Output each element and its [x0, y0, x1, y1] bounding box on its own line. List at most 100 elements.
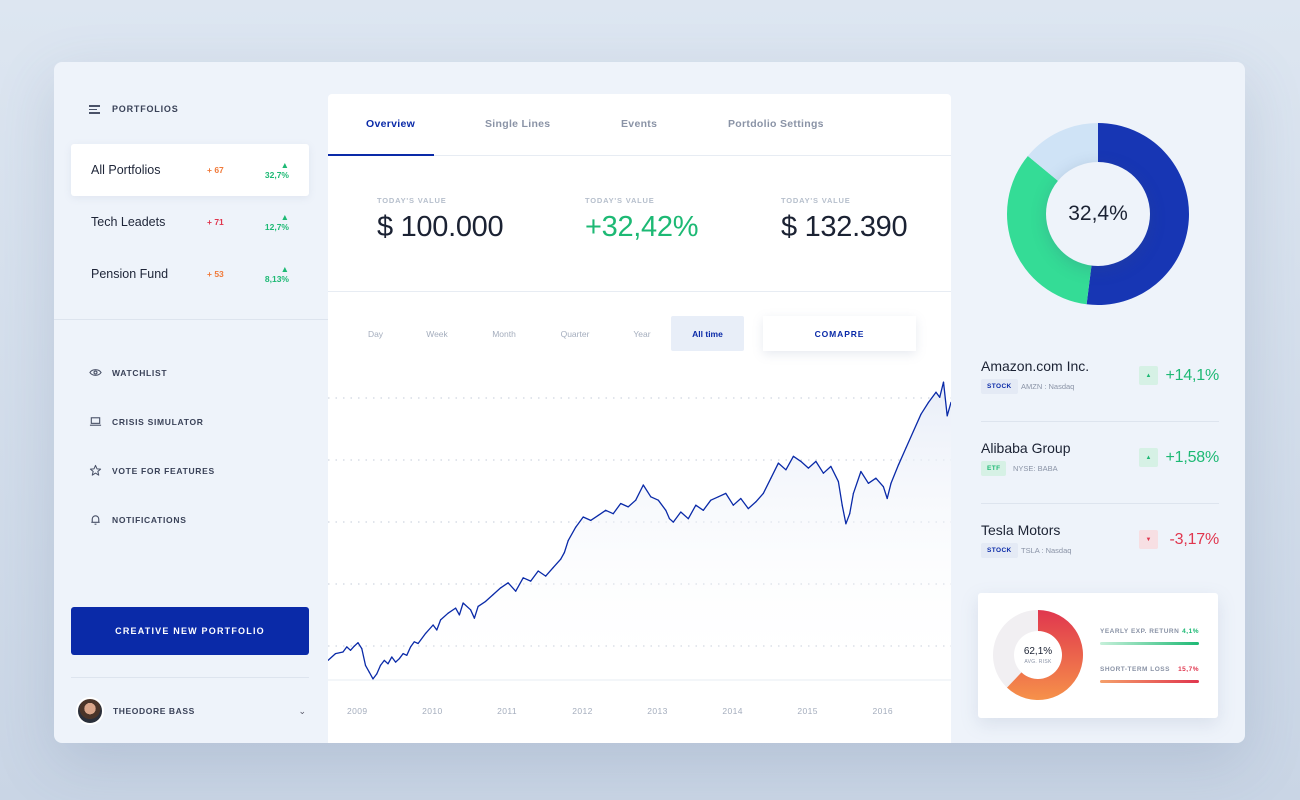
chart-point [334, 653, 337, 655]
portfolio-count: + 71 [207, 217, 224, 227]
stat-value: $ 132.390 [781, 211, 908, 243]
tab-overview[interactable]: Overview [366, 118, 416, 130]
stock-change: +1,58% [1165, 449, 1219, 466]
chart-point [530, 580, 532, 582]
stock-row-alibaba[interactable]: Alibaba Group ETF NYSE: BABA ▲ +1,58% [981, 422, 1219, 504]
chart-point [792, 455, 794, 457]
stat-caption: TODAY'S VALUE [377, 196, 447, 205]
nav-item-crisis-simulator[interactable]: CRISIS SIMULATOR [89, 397, 215, 446]
stock-exchange: NYSE: BABA [1013, 464, 1058, 473]
risk-center: 62,1% AVG. RISK [1016, 633, 1060, 677]
chart-point [342, 651, 344, 653]
chart-point [695, 504, 697, 506]
app-window: PORTFOLIOS All Portfolios + 67 ▲ 32,7% T… [54, 62, 1245, 743]
chart-point [882, 486, 885, 488]
range-all-time[interactable]: All time [671, 316, 744, 351]
chart-point [668, 518, 671, 520]
tab-bar: Overview Single Lines Events Portdolio S… [328, 94, 951, 156]
chart-point [702, 509, 704, 511]
stock-name: Amazon.com Inc. [981, 358, 1090, 374]
metric-name: YEARLY EXP. RETURN [1100, 628, 1180, 635]
metric-value: 4,1% [1182, 628, 1199, 635]
stock-exchange: TSLA : Nasdaq [1021, 546, 1072, 555]
tab-portfolio-settings[interactable]: Portdolio Settings [728, 118, 824, 130]
sidebar-title: PORTFOLIOS [112, 104, 179, 114]
tab-events[interactable]: Events [621, 118, 658, 130]
metric-yearly-return: YEARLY EXP. RETURN 4,1% [1100, 628, 1199, 645]
nav-label: NOTIFICATIONS [112, 514, 187, 525]
x-tick-label: 2015 [797, 706, 818, 716]
nav-item-notifications[interactable]: NOTIFICATIONS [89, 495, 215, 544]
chart-point [890, 482, 892, 484]
x-tick-label: 2016 [872, 706, 893, 716]
sidebar-header: PORTFOLIOS [89, 104, 179, 114]
portfolio-pct: ▲ 12,7% [264, 212, 289, 232]
stock-row-tesla[interactable]: Tesla Motors STOCK TSLA : Nasdaq ▼ -3,17… [981, 504, 1219, 586]
chart-point [897, 464, 900, 466]
metric-bar [1100, 680, 1199, 683]
chart-point [417, 642, 419, 645]
chart-point [942, 381, 945, 383]
up-arrow-icon: ▲ [1139, 366, 1158, 385]
donut-center-label: 32,4% [1046, 162, 1150, 266]
portfolio-item-pension[interactable]: Pension Fund + 53 ▲ 8,13% [71, 248, 309, 300]
portfolio-item-tech[interactable]: Tech Leadets + 71 ▲ 12,7% [71, 196, 309, 248]
chart-point [605, 509, 607, 511]
stock-change: +14,1% [1165, 367, 1219, 384]
nav-label: CRISIS SIMULATOR [112, 416, 204, 427]
chart-point [852, 492, 855, 494]
chart-point [458, 614, 460, 616]
chart-point [462, 602, 464, 604]
chart-point [567, 540, 569, 542]
chart-point [398, 658, 400, 660]
stats-row: TODAY'S VALUE $ 100.000 TODAY'S VALUE +3… [328, 156, 951, 292]
chart-point [349, 649, 352, 651]
chart-point [432, 624, 434, 626]
range-quarter[interactable]: Quarter [560, 328, 590, 339]
create-portfolio-button[interactable]: CREATIVE NEW PORTFOLIO [71, 607, 309, 655]
portfolio-pct: ▲ 8,13% [264, 264, 289, 284]
user-menu[interactable]: THEODORE BASS ⌄ [76, 696, 306, 726]
avatar [76, 697, 104, 725]
chart-point [875, 477, 877, 479]
chart-point [672, 521, 674, 523]
chart-point [410, 646, 412, 648]
chart-point [935, 391, 937, 393]
portfolio-name: All Portfolios [91, 163, 161, 177]
chart-point [395, 661, 397, 663]
chart-point [755, 501, 757, 503]
portfolio-line-chart [328, 381, 951, 681]
stock-name: Tesla Motors [981, 522, 1061, 538]
right-panel: 32,4% Amazon.com Inc. STOCK AMZN : Nasda… [951, 62, 1245, 743]
chart-point [436, 629, 438, 631]
chart-point [635, 499, 637, 501]
portfolio-item-all[interactable]: All Portfolios + 67 ▲ 32,7% [71, 144, 309, 196]
chart-point [886, 497, 888, 500]
time-range-selector: Day Week Month Quarter Year All time [348, 316, 744, 351]
range-week[interactable]: Week [426, 328, 448, 339]
chart-point [376, 673, 378, 675]
portfolio-name: Tech Leadets [91, 215, 166, 229]
nav-item-vote-features[interactable]: VOTE FOR FEATURES [89, 446, 215, 495]
chart-point [391, 656, 393, 658]
range-day[interactable]: Day [367, 328, 384, 339]
chart-point [575, 526, 577, 528]
chart-point [762, 492, 764, 494]
tab-single-lines[interactable]: Single Lines [485, 118, 551, 130]
compare-button[interactable]: COMAPRE [763, 316, 916, 351]
chart-point [920, 413, 922, 415]
chart-point [845, 523, 847, 525]
range-month[interactable]: Month [492, 328, 516, 339]
chart-point [927, 401, 930, 403]
chart-point [500, 587, 502, 589]
chevron-down-icon[interactable]: ⌄ [298, 705, 306, 716]
chart-point [473, 617, 475, 619]
stock-row-amazon[interactable]: Amazon.com Inc. STOCK AMZN : Nasdaq ▲ +1… [981, 340, 1219, 422]
chart-point [413, 641, 415, 643]
nav-item-watchlist[interactable]: WATCHLIST [89, 348, 215, 397]
menu-icon[interactable] [89, 105, 100, 114]
range-year[interactable]: Year [633, 328, 651, 339]
donut-segment [1086, 123, 1189, 305]
metric-bar [1100, 642, 1199, 645]
chart-point [620, 502, 622, 505]
